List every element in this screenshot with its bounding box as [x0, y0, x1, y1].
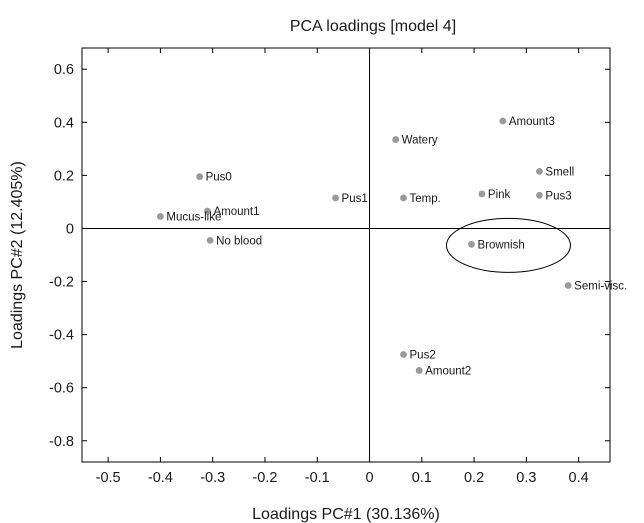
plot-frame — [81, 47, 611, 463]
highlight-ellipse — [445, 217, 571, 273]
x-tick-label: -0.2 — [252, 470, 277, 486]
data-point — [400, 194, 407, 202]
point-label: Temp. — [410, 193, 441, 205]
data-point — [499, 117, 507, 125]
point-label: Pink — [488, 189, 511, 201]
point-label: Amount3 — [509, 116, 555, 128]
data-point — [400, 351, 407, 358]
x-tick-label: 0.4 — [569, 470, 589, 486]
point-label: Pus2 — [410, 350, 436, 362]
data-point — [332, 194, 339, 202]
reference-lines — [82, 48, 610, 462]
data-point — [536, 168, 543, 175]
data-point — [415, 367, 423, 374]
x-tick-label: 0.2 — [464, 470, 484, 486]
y-tick-label: -0.2 — [49, 275, 74, 291]
data-point — [196, 173, 204, 181]
x-tick-label: -0.5 — [96, 470, 121, 486]
y-tick-label: 0.4 — [54, 115, 74, 131]
data-point — [536, 191, 543, 199]
point-label: Smell — [545, 166, 574, 178]
point-label: Pus1 — [342, 193, 368, 205]
data-point — [206, 237, 214, 244]
data-point — [564, 282, 572, 289]
y-tick-label: 0 — [66, 221, 74, 237]
y-tick-label: -0.6 — [49, 381, 74, 397]
y-tick-label: 0.2 — [54, 168, 74, 184]
point-label: Mucus-like — [166, 212, 221, 224]
point-label: Pus0 — [206, 172, 232, 184]
x-tick-label: 0.3 — [516, 470, 536, 486]
point-label: Semi-visc. — [574, 281, 627, 293]
y-tick-label: -0.8 — [49, 434, 74, 450]
x-tick-label: 0.1 — [412, 470, 432, 486]
y-axis-title: Loadings PC#2 (12.405%) — [9, 161, 26, 349]
point-label: Brownish — [477, 239, 524, 251]
x-tick-label: -0.4 — [148, 470, 173, 486]
point-label: Amount1 — [213, 206, 259, 218]
x-tick-label: -0.1 — [305, 470, 330, 486]
point-label: No blood — [216, 235, 262, 247]
data-point — [157, 213, 164, 220]
x-tick-label: -0.3 — [200, 470, 225, 486]
y-tick-label: 0.6 — [54, 62, 74, 78]
chart-title: PCA loadings [model 4] — [290, 18, 456, 35]
point-label: Amount2 — [425, 365, 471, 377]
x-axis-title: Loadings PC#1 (30.136%) — [252, 506, 440, 523]
data-point — [204, 207, 211, 215]
highlight-layer — [445, 217, 571, 273]
axis-ticks: -0.5 -0.4 -0.3 -0.2 -0.1 0 0.1 0.2 0.3 0.4 0.6 0.4 0… — [49, 48, 610, 486]
x-tick-label: 0 — [365, 470, 373, 486]
y-tick-label: -0.4 — [49, 328, 74, 344]
data-point — [468, 240, 475, 248]
point-label: Watery — [402, 135, 438, 147]
point-label: Pus3 — [545, 190, 571, 202]
data-point — [478, 190, 486, 198]
data-point — [392, 136, 400, 143]
